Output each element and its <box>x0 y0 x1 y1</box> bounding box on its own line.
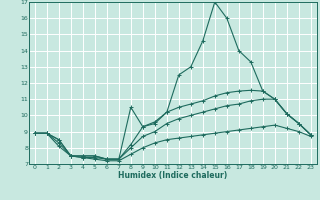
X-axis label: Humidex (Indice chaleur): Humidex (Indice chaleur) <box>118 171 228 180</box>
